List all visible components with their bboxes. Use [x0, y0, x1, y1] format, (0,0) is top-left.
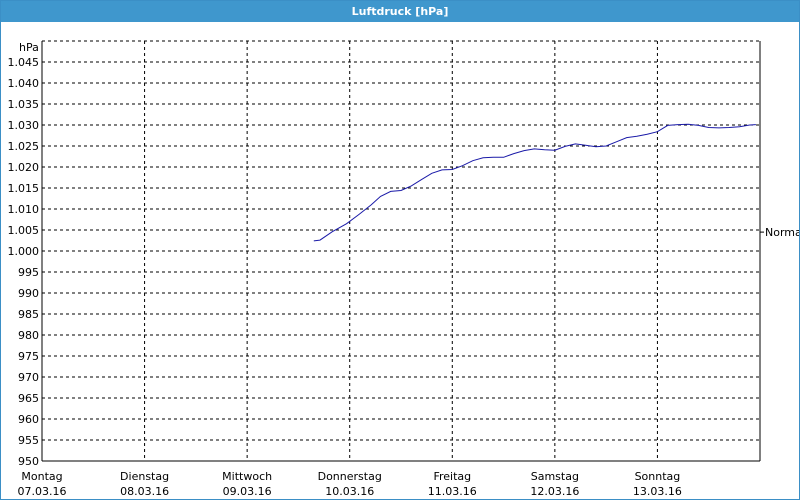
x-tick-date: 10.03.16: [325, 485, 374, 498]
x-tick-day: Sonntag: [635, 470, 681, 483]
y-tick-label: 955: [18, 434, 39, 447]
x-tick-day: Mittwoch: [222, 470, 272, 483]
x-tick-day: Freitag: [433, 470, 471, 483]
y-tick-label: 965: [18, 392, 39, 405]
y-tick-label: 1.045: [8, 56, 40, 69]
y-tick-label: 990: [18, 287, 39, 300]
y-tick-label: 1.020: [8, 161, 40, 174]
y-tick-label: 975: [18, 350, 39, 363]
x-tick-day: Samstag: [531, 470, 579, 483]
x-tick-date: 08.03.16: [120, 485, 169, 498]
y-tick-label: 1.010: [8, 203, 40, 216]
x-tick-day: Montag: [21, 470, 62, 483]
x-tick-date: 13.03.16: [633, 485, 682, 498]
y-tick-label: 1.040: [8, 77, 40, 90]
y-tick-label: 980: [18, 329, 39, 342]
window-title: Luftdruck [hPa]: [1, 1, 799, 22]
y-tick-label: 950: [18, 455, 39, 468]
x-tick-date: 07.03.16: [18, 485, 67, 498]
pressure-series-line: [313, 123, 756, 242]
y-tick-label: 970: [18, 371, 39, 384]
y-tick-label: 1.005: [8, 224, 40, 237]
y-tick-label: 995: [18, 266, 39, 279]
y-tick-label: 1.000: [8, 245, 40, 258]
y-axis-label: hPa: [19, 41, 39, 54]
normal-label: Normal: [765, 226, 799, 239]
x-tick-day: Dienstag: [120, 470, 169, 483]
y-tick-label: 1.015: [8, 182, 40, 195]
y-tick-label: 1.025: [8, 140, 40, 153]
x-tick-day: Donnerstag: [318, 470, 382, 483]
x-tick-date: 09.03.16: [223, 485, 272, 498]
x-tick-date: 12.03.16: [530, 485, 579, 498]
y-tick-label: 1.030: [8, 119, 40, 132]
x-tick-date: 11.03.16: [428, 485, 477, 498]
y-tick-label: 960: [18, 413, 39, 426]
y-tick-label: 1.035: [8, 98, 40, 111]
y-tick-label: 985: [18, 308, 39, 321]
